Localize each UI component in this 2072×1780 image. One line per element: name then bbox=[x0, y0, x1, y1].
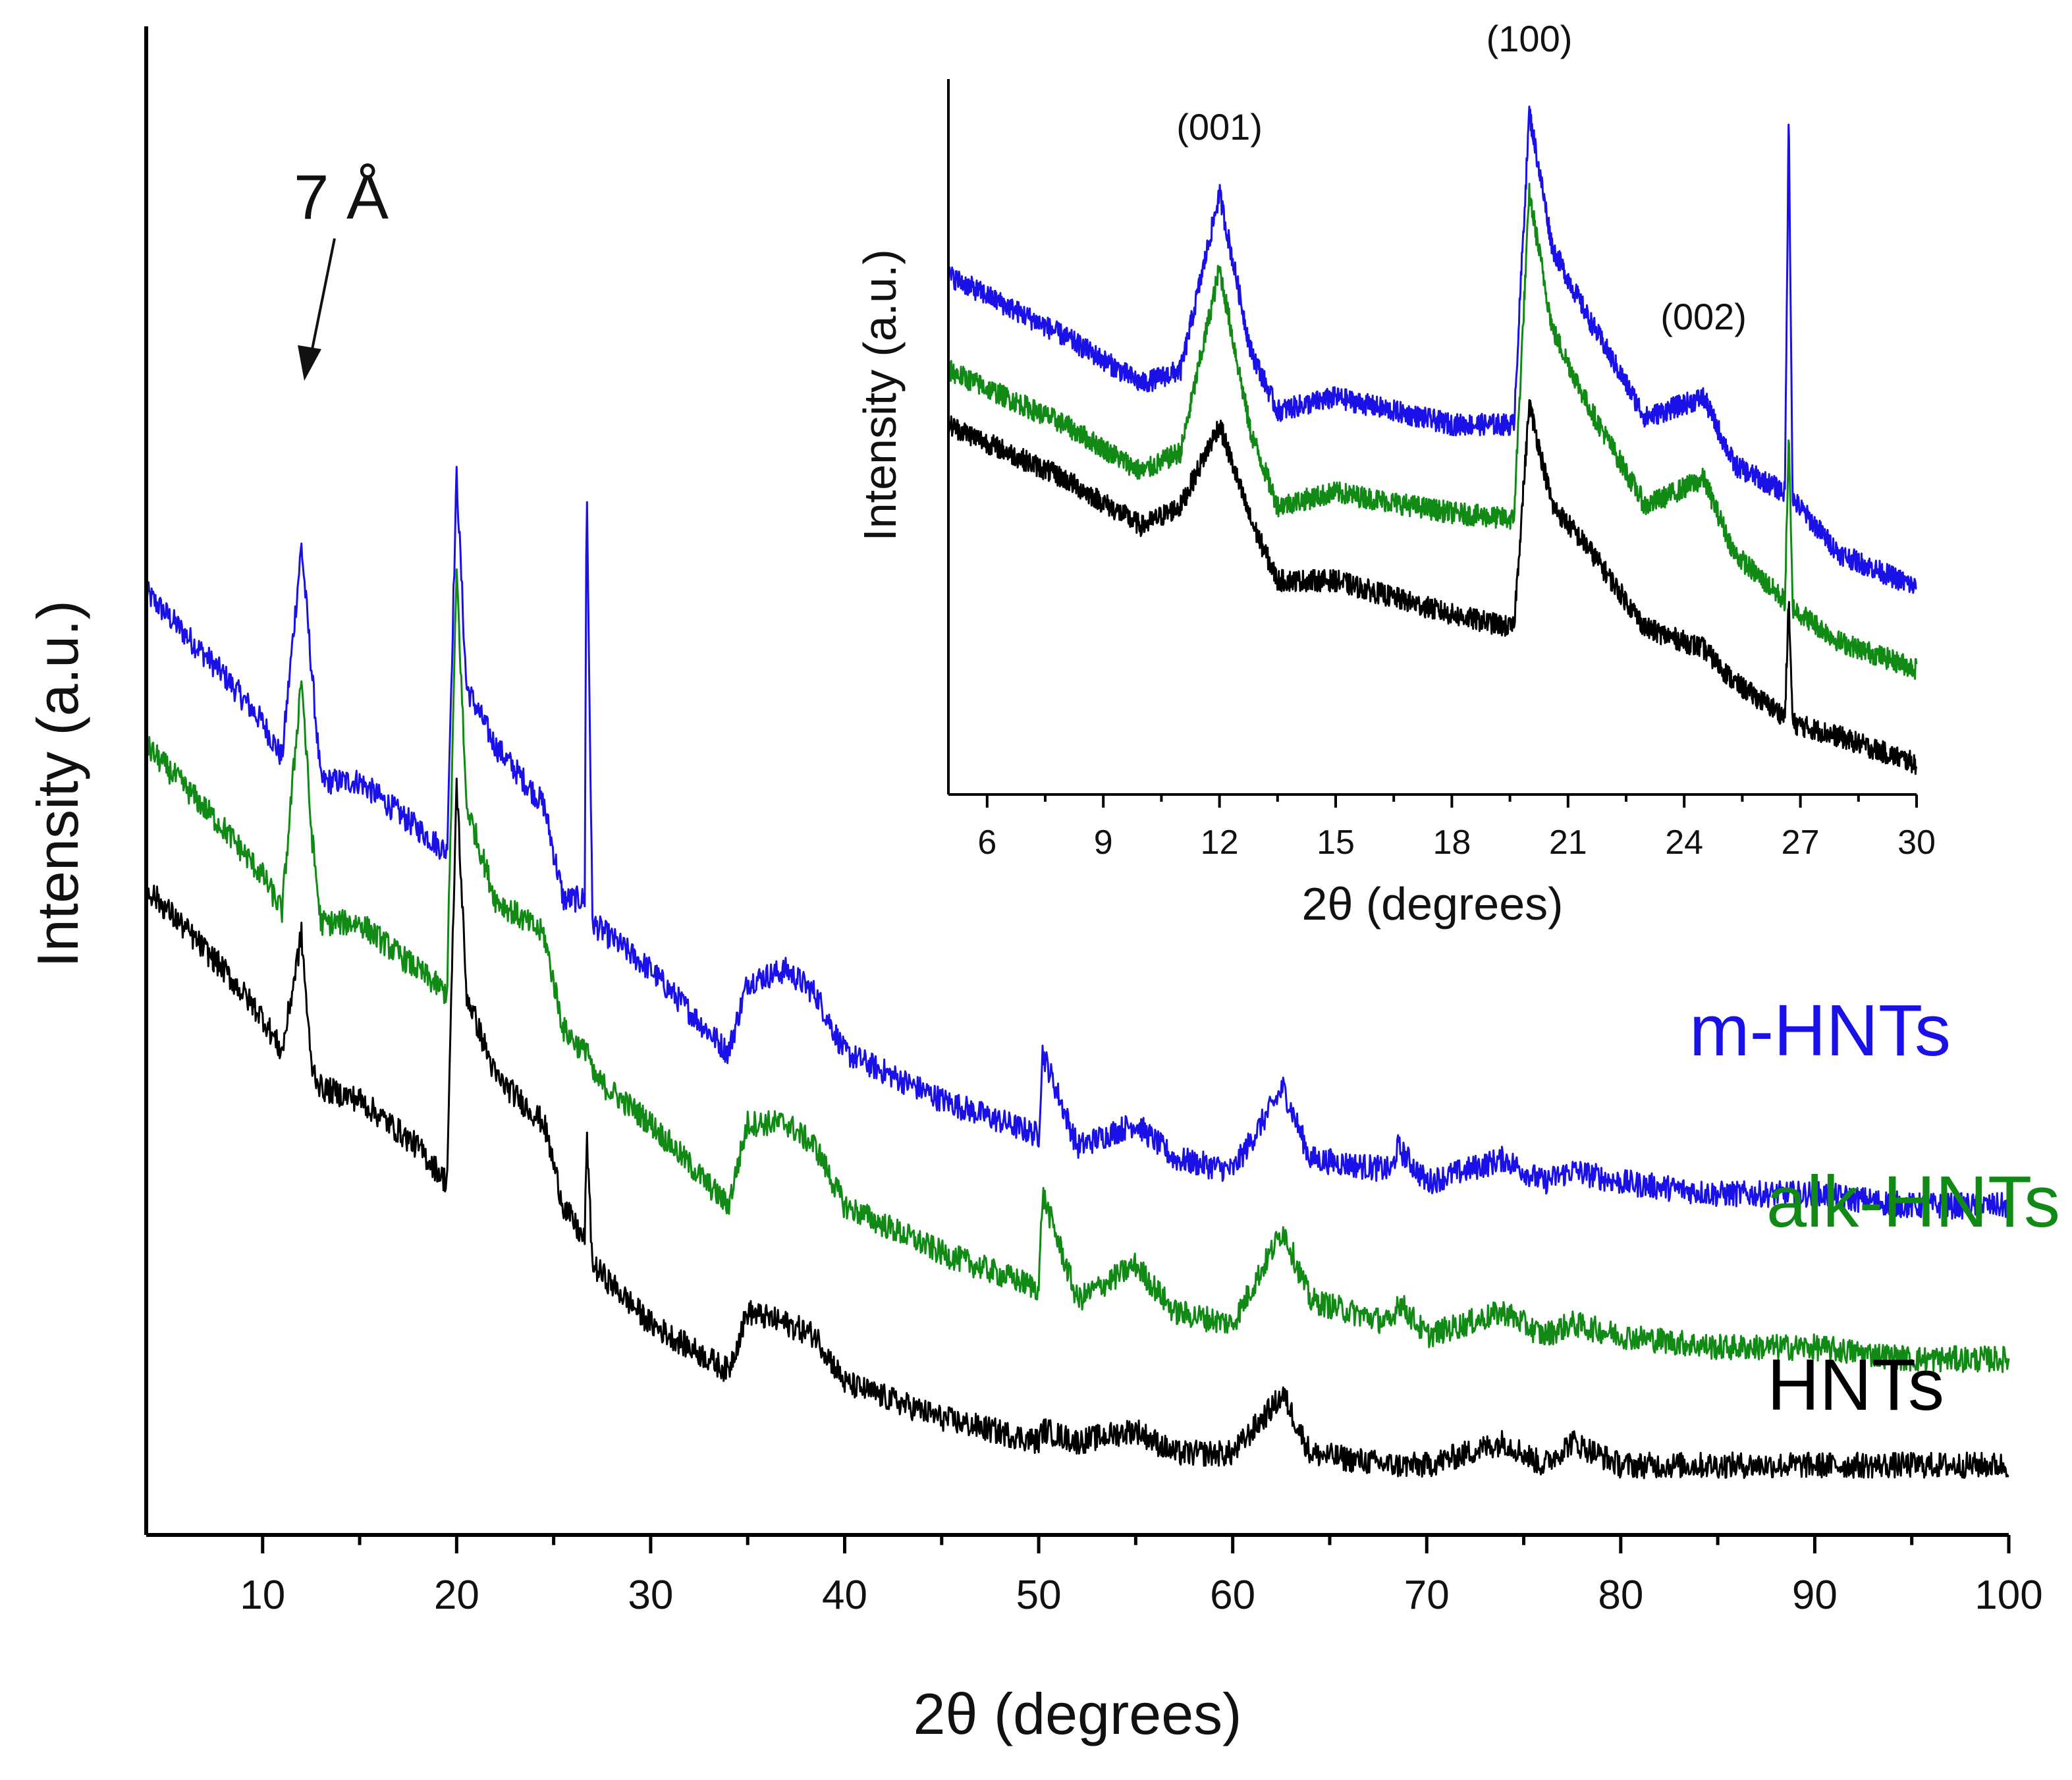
chart0-x-tick-label-80: 80 bbox=[1598, 1572, 1643, 1618]
legend-m-hnts: m-HNTs bbox=[1689, 990, 1951, 1071]
chart1-line-hnts bbox=[947, 399, 1918, 775]
chart0-x-tick-label-70: 70 bbox=[1404, 1572, 1450, 1618]
inset-axes bbox=[947, 79, 1917, 796]
chart0-x-tick-label-100: 100 bbox=[1975, 1572, 2042, 1618]
inset-plot-area bbox=[947, 105, 1918, 775]
main-x-ticks: 10 20 30 40 50 60 70 80 90 100 bbox=[240, 1535, 2043, 1618]
legend-alk-hnts: alk-HNTs bbox=[1766, 1161, 2060, 1242]
chart0-x-tick-label-90: 90 bbox=[1792, 1572, 1838, 1618]
main-chart: 10 20 30 40 50 60 70 80 90 100 2θ (degrees) Inten… bbox=[25, 26, 2060, 1746]
inset-y-axis-title: Intensity (a.u.) bbox=[854, 249, 906, 542]
chart1-series-alk-hnts bbox=[947, 182, 1918, 680]
chart1-x-tick-label-9: 9 bbox=[1094, 823, 1113, 862]
chart1-x-tick-label-21: 21 bbox=[1549, 823, 1587, 862]
chart0-series-alk-hnts bbox=[146, 568, 2010, 1374]
chart1-annotation-002: (002) bbox=[1660, 296, 1747, 337]
main-annotation-7a-arrow bbox=[298, 238, 336, 381]
chart1-x-tick-label-27: 27 bbox=[1782, 823, 1820, 862]
chart0-line-m-hnts bbox=[145, 466, 2010, 1220]
inset-x-axis-title: 2θ (degrees) bbox=[1302, 878, 1564, 930]
legend-hnts: HNTs bbox=[1767, 1345, 1944, 1426]
chart1-x-tick-label-15: 15 bbox=[1317, 823, 1355, 862]
chart0-line-alk-hnts bbox=[146, 568, 2010, 1374]
chart0-x-tick-label-20: 20 bbox=[434, 1572, 479, 1618]
chart1-x-tick-label-18: 18 bbox=[1432, 823, 1471, 862]
chart1-line-m-hnts bbox=[947, 105, 1917, 594]
chart0-line-hnts bbox=[145, 777, 2009, 1480]
chart0-x-tick-label-10: 10 bbox=[240, 1572, 285, 1618]
chart1-annotation-001: (001) bbox=[1176, 106, 1263, 148]
inset-chart: 6 9 12 15 18 21 24 27 30 2θ (degrees) Intensity … bbox=[854, 18, 1936, 930]
main-annotation-7a: 7 Å bbox=[294, 162, 389, 233]
chart1-x-tick-label-30: 30 bbox=[1897, 823, 1936, 862]
chart1-x-tick-label-6: 6 bbox=[977, 823, 996, 862]
chart0-x-tick-label-30: 30 bbox=[628, 1572, 673, 1618]
chart1-annotation-100: (100) bbox=[1486, 18, 1573, 59]
inset-annotations: (001) (100) (002) bbox=[1176, 18, 1747, 337]
chart1-x-tick-label-12: 12 bbox=[1201, 823, 1239, 862]
main-y-axis-title: Intensity (a.u.) bbox=[25, 600, 90, 968]
chart0-x-tick-label-40: 40 bbox=[822, 1572, 867, 1618]
chart0-x-tick-label-50: 50 bbox=[1016, 1572, 1062, 1618]
main-x-axis-title: 2θ (degrees) bbox=[913, 1681, 1242, 1746]
chart0-x-tick-label-60: 60 bbox=[1210, 1572, 1255, 1618]
chart0-series-m-hnts bbox=[145, 466, 2010, 1220]
chart1-line-alk-hnts bbox=[947, 182, 1918, 680]
inset-x-ticks: 6 9 12 15 18 21 24 27 30 bbox=[977, 794, 1936, 862]
chart1-series-m-hnts bbox=[947, 105, 1917, 594]
chart1-series-hnts bbox=[947, 399, 1918, 775]
chart0-series-hnts bbox=[145, 777, 2009, 1480]
chart1-x-tick-label-24: 24 bbox=[1665, 823, 1703, 862]
main-plot-area bbox=[145, 466, 2010, 1480]
